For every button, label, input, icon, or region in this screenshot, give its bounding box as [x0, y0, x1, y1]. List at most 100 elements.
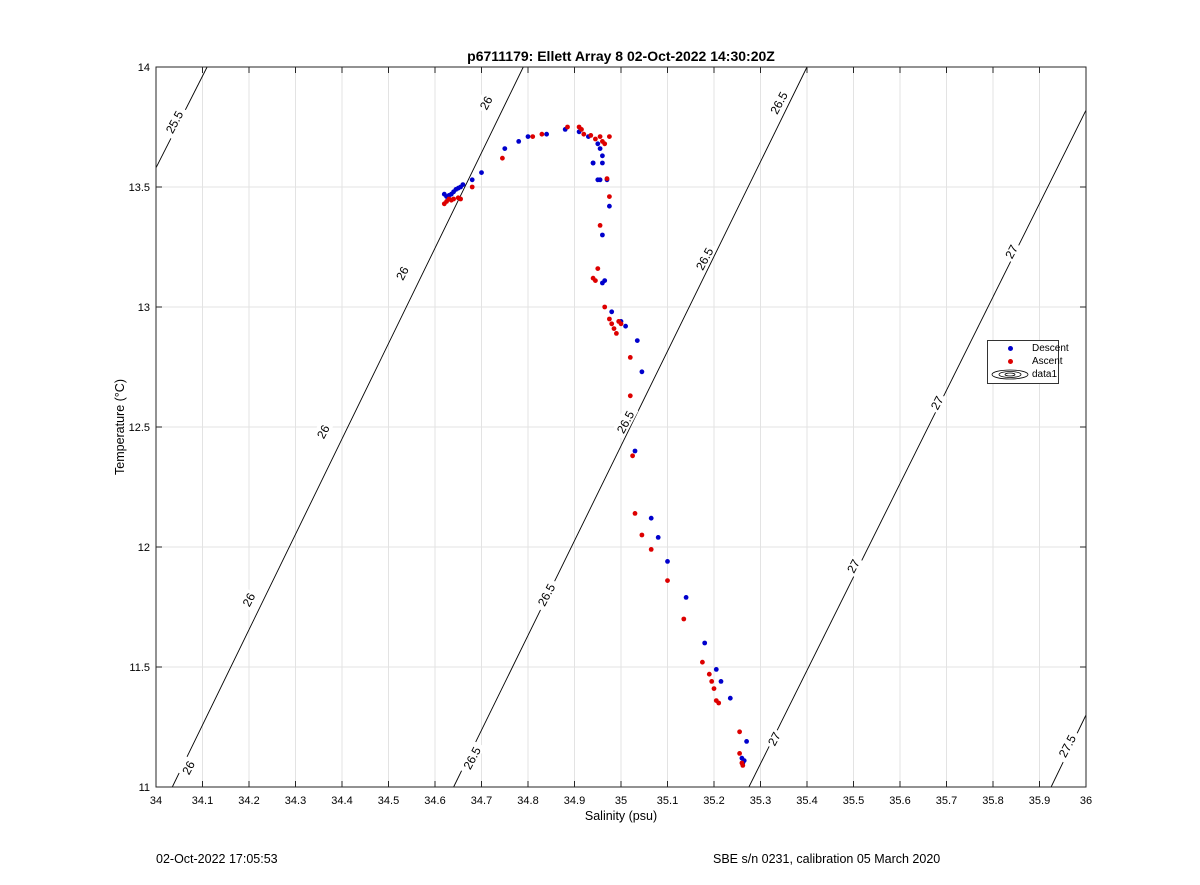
- descent-point: [713, 667, 719, 672]
- contour-label: 27: [842, 554, 864, 577]
- contour-label: 26.5: [611, 404, 639, 440]
- density-contour-26.5: [453, 66, 808, 788]
- contour-label: 26: [237, 588, 259, 611]
- descent-point: [479, 170, 484, 176]
- contour-label-text: 27: [844, 557, 863, 576]
- legend-label-descent: Descent: [1032, 343, 1069, 354]
- x-tick-label: 34.7: [471, 795, 492, 807]
- density-contour-27: [748, 109, 1087, 788]
- descent-point: [544, 131, 549, 137]
- descent-point: [600, 153, 605, 159]
- ascent-point: [593, 136, 598, 142]
- ascent-point: [681, 616, 687, 622]
- ascent-point: [565, 124, 570, 130]
- ascent-point: [579, 126, 584, 132]
- ascent-point: [614, 331, 619, 336]
- legend-item-data1: data1: [988, 368, 1058, 381]
- ascent-marker-icon: [1008, 359, 1013, 364]
- descent-point: [516, 139, 522, 144]
- legend-item-ascent: Ascent: [988, 355, 1063, 368]
- contour-label: 27: [1000, 240, 1022, 263]
- ascent-point: [581, 131, 587, 137]
- ascent-point: [458, 196, 463, 202]
- ascent-point: [588, 133, 594, 138]
- x-tick-label: 34.6: [424, 795, 445, 807]
- descent-point: [590, 160, 596, 166]
- contour-label-bg: [532, 577, 560, 612]
- contour-label: 26: [177, 756, 199, 779]
- contour-ellipse-icon: [991, 369, 1029, 380]
- contour-label: 26: [391, 261, 413, 285]
- x-tick-label: 35.1: [657, 795, 678, 807]
- descent-point: [702, 640, 708, 646]
- ascent-point: [740, 763, 746, 768]
- y-tick-label: 12.5: [129, 422, 150, 434]
- contour-label-bg: [764, 85, 792, 120]
- x-tick-label: 34.5: [378, 795, 399, 807]
- contour-label: 26.5: [764, 85, 792, 120]
- contour-label-bg: [611, 404, 639, 440]
- contour-label-text: 26: [393, 264, 412, 283]
- contour-label-text: 27: [928, 394, 947, 413]
- ascent-point: [602, 304, 608, 310]
- contour-label-text: 26: [314, 422, 333, 441]
- axis-ticks: 34 34.1 34.2 34.3 34.4 34.5 34.6 34.7 34.8 34.9 35…: [129, 62, 1093, 807]
- ascent-point: [539, 131, 545, 137]
- x-tick-label: 35.8: [982, 795, 1003, 807]
- contour-label-text: 27: [1002, 242, 1021, 261]
- ascent-point: [611, 326, 617, 331]
- ascent-point: [607, 316, 612, 322]
- descent-point: [648, 515, 654, 521]
- footer-timestamp: 02-Oct-2022 17:05:53: [156, 852, 278, 866]
- y-tick-label: 12: [138, 542, 150, 554]
- ascent-point: [700, 659, 705, 665]
- contour-label-text: 26: [477, 94, 496, 113]
- descent-point: [502, 146, 508, 152]
- descent-point: [639, 369, 645, 375]
- legend-label-data1: data1: [1032, 369, 1058, 380]
- descent-point: [665, 559, 670, 564]
- ascent-point: [737, 751, 742, 756]
- contour-label-bg: [1000, 240, 1022, 263]
- legend: Descent Ascent data1: [987, 340, 1069, 384]
- x-tick-label: 35.3: [750, 795, 771, 807]
- y-axis-label: Temperature (°C): [113, 379, 127, 475]
- contour-label-bg: [474, 91, 496, 114]
- x-tick-label: 35.2: [703, 795, 724, 807]
- ascent-point: [609, 321, 615, 327]
- contour-label-bg: [177, 756, 199, 779]
- ascent-point: [706, 671, 712, 677]
- descent-point: [460, 182, 466, 188]
- contour-label: 26: [474, 91, 496, 114]
- descent-point: [655, 535, 661, 540]
- ascent-point: [469, 184, 475, 190]
- descent-point: [623, 323, 628, 329]
- contour-label-bg: [842, 554, 864, 577]
- footer-calibration: SBE s/n 0231, calibration 05 March 2020: [713, 852, 941, 866]
- contour-label: 27: [763, 727, 784, 750]
- ascent-point: [597, 223, 603, 228]
- descent-point: [632, 448, 638, 454]
- x-tick-label: 34.9: [564, 795, 585, 807]
- ascent-point: [709, 679, 715, 684]
- ascent-point: [595, 266, 601, 271]
- y-tick-label: 14: [138, 62, 150, 74]
- x-tick-label: 36: [1080, 795, 1092, 807]
- x-tick-label: 35.9: [1029, 795, 1050, 807]
- descent-marker-icon: [1008, 346, 1013, 351]
- contour-label-bg: [312, 420, 333, 443]
- descent-point: [595, 177, 601, 183]
- y-tick-label: 11.5: [129, 662, 150, 674]
- ascent-point: [593, 278, 598, 283]
- ascent-point: [607, 134, 612, 140]
- contour-label-bg: [160, 104, 188, 140]
- descent-point: [727, 695, 733, 701]
- ascent-point: [737, 729, 742, 735]
- contour-label: 26.5: [532, 577, 560, 612]
- x-tick-label: 34.1: [192, 795, 213, 807]
- descent-point: [744, 739, 749, 744]
- descent-point: [595, 141, 601, 147]
- descent-point: [634, 338, 640, 343]
- descent-point: [525, 134, 531, 140]
- ascent-point: [500, 155, 505, 161]
